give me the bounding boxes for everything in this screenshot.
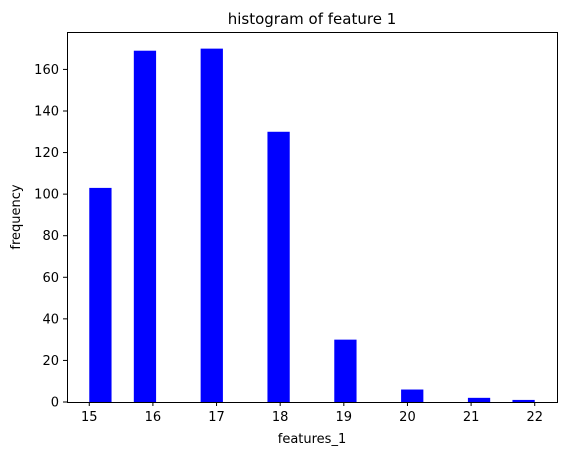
histogram-bar-4 [267, 131, 290, 403]
y-tick-label: 100 [34, 188, 59, 203]
y-tick-label: 20 [42, 354, 59, 369]
y-tick-label: 60 [42, 271, 59, 286]
histogram-bar-3 [200, 48, 223, 403]
x-tick-label: 17 [208, 410, 225, 425]
histogram-bar-6 [401, 389, 424, 402]
x-tick-label: 16 [145, 410, 162, 425]
x-tick-label: 18 [272, 410, 289, 425]
x-tick-label: 15 [81, 410, 98, 425]
histogram-bar-5 [334, 339, 357, 402]
histogram-bar-2 [133, 50, 157, 403]
x-tick-label: 19 [336, 410, 353, 425]
bars-layer [89, 48, 535, 403]
y-tick-label: 40 [42, 312, 59, 327]
y-axis-ticks: 0 20 40 60 80 100 120 140 160 [34, 63, 67, 411]
chart-title: histogram of feature 1 [228, 10, 397, 28]
y-tick-label: 120 [34, 146, 59, 161]
histogram-bar-7 [467, 397, 491, 402]
y-axis-label: frequency [9, 184, 24, 250]
y-tick-label: 140 [34, 104, 59, 119]
y-tick-label: 80 [42, 229, 59, 244]
plot-frame [67, 32, 558, 403]
x-tick-label: 20 [399, 410, 416, 425]
histogram-bar-1 [89, 187, 112, 402]
x-tick-label: 21 [463, 410, 480, 425]
x-axis-ticks: 15 16 17 18 19 20 21 22 [81, 402, 543, 425]
y-tick-label: 0 [51, 396, 59, 411]
x-tick-label: 22 [526, 410, 543, 425]
y-tick-label: 160 [34, 63, 59, 78]
x-axis-label: features_1 [278, 432, 346, 447]
histogram-bar-8 [512, 399, 535, 402]
